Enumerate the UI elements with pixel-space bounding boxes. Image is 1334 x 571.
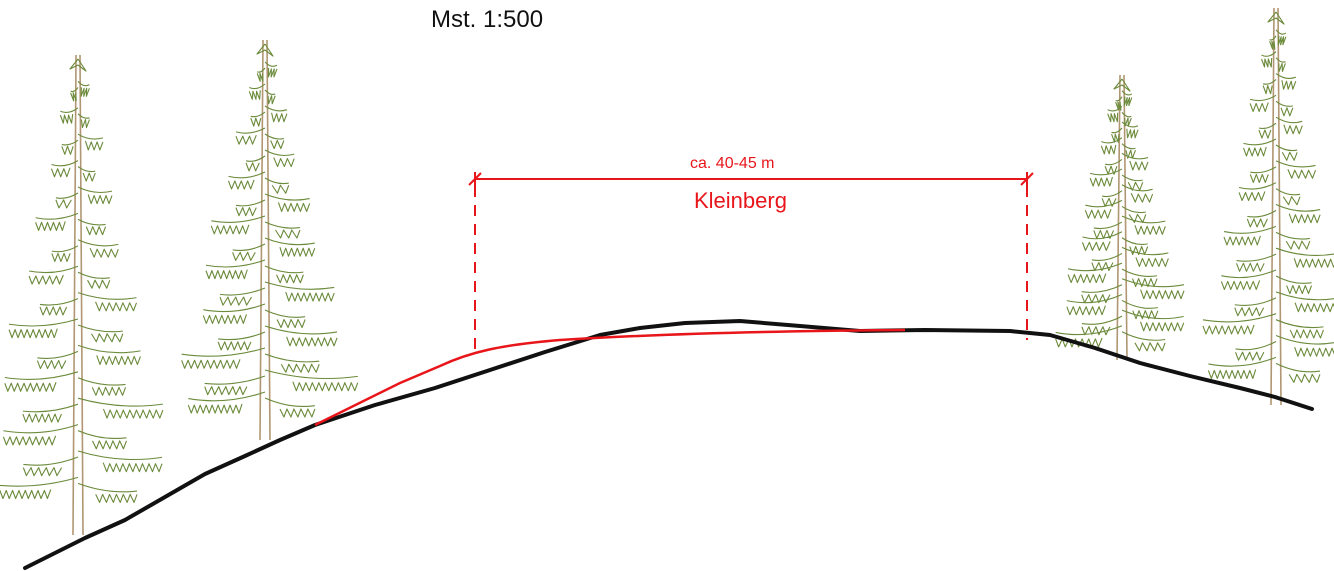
- dimension-label: ca. 40-45 m: [690, 155, 775, 172]
- trees-right: [1055, 7, 1334, 406]
- spruce-tree-icon: [1202, 7, 1334, 406]
- trees-left: [0, 39, 359, 536]
- spruce-tree-icon: [1055, 74, 1185, 361]
- feature-name-label: Kleinberg: [694, 188, 787, 213]
- spruce-tree-icon: [181, 39, 359, 441]
- proposed-profile-line: [314, 328, 906, 427]
- spruce-tree-icon: [0, 54, 164, 536]
- terrain-line: [23, 319, 1314, 570]
- scale-label: Mst. 1:500: [431, 6, 544, 33]
- dimension-marker: [468, 172, 1034, 352]
